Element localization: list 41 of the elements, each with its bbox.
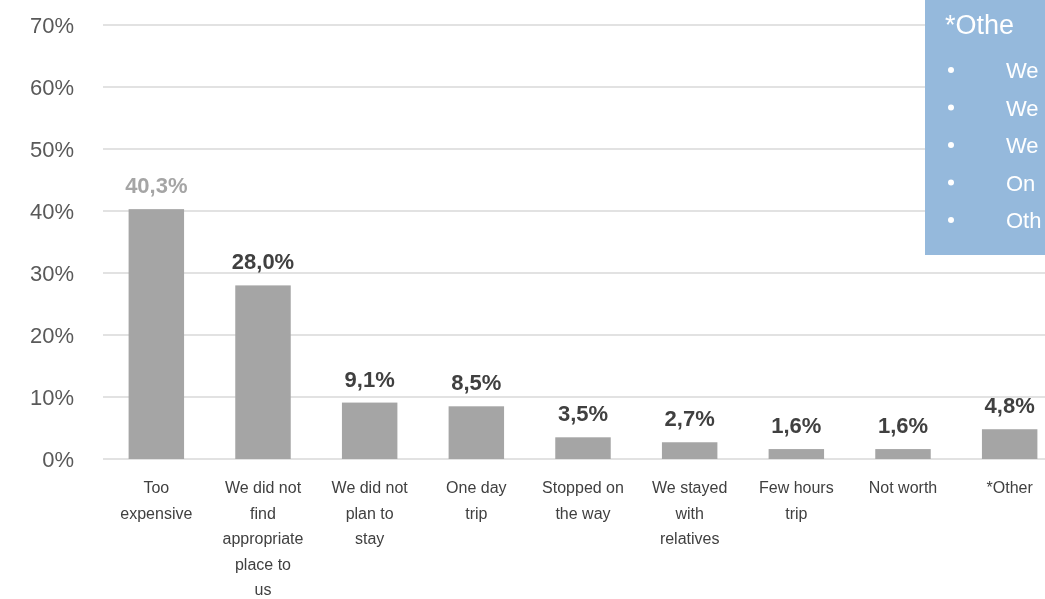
annotation: We (1006, 133, 1039, 158)
data-label: 8,5% (451, 370, 502, 396)
x-tick-label: We did not find appropriate place to us (222, 479, 304, 598)
bar (661, 442, 718, 459)
y-tick-label: 60% (29, 74, 74, 100)
bar (341, 402, 398, 459)
annotation: *Othe (945, 10, 1015, 40)
data-label: 3,5% (557, 401, 609, 427)
x-tick-label: We did not plan to stay (331, 479, 409, 547)
bar (235, 285, 291, 459)
bar (555, 437, 611, 459)
annotation: We (1006, 95, 1039, 121)
y-tick-label: 10% (29, 384, 74, 410)
y-tick-label: 20% (29, 322, 74, 348)
annotation: Oth (1006, 208, 1042, 233)
bar (448, 406, 505, 459)
bar (875, 449, 931, 459)
x-tick-label: Too expensive (120, 479, 193, 522)
y-tick-label: 40% (29, 198, 74, 224)
data-label: 9,1% (344, 366, 395, 392)
bar (128, 209, 185, 459)
annotation: On (1006, 170, 1036, 196)
annotation: We (1006, 58, 1039, 83)
data-label: 4,8% (984, 393, 1035, 419)
x-tick-label: One day trip (446, 479, 507, 522)
data-label: 40,3% (125, 173, 188, 199)
x-tick-label: Few hours trip (758, 479, 834, 522)
x-tick-label: Stopped on the way (542, 479, 624, 522)
data-label: 2,7% (664, 406, 715, 432)
bar (768, 449, 825, 459)
y-tick-label: 0% (42, 446, 74, 472)
y-tick-label: 70% (29, 12, 74, 38)
y-tick-label: 30% (29, 260, 74, 286)
data-label: 1,6% (877, 413, 929, 439)
data-label: 1,6% (771, 413, 822, 439)
x-tick-label: We stayed with relatives (652, 479, 728, 547)
x-tick-label: *Other (986, 479, 1034, 496)
data-label: 28,0% (231, 249, 295, 275)
bar (981, 429, 1038, 459)
x-tick-label: Not worth (868, 479, 938, 496)
y-tick-label: 50% (29, 136, 74, 162)
